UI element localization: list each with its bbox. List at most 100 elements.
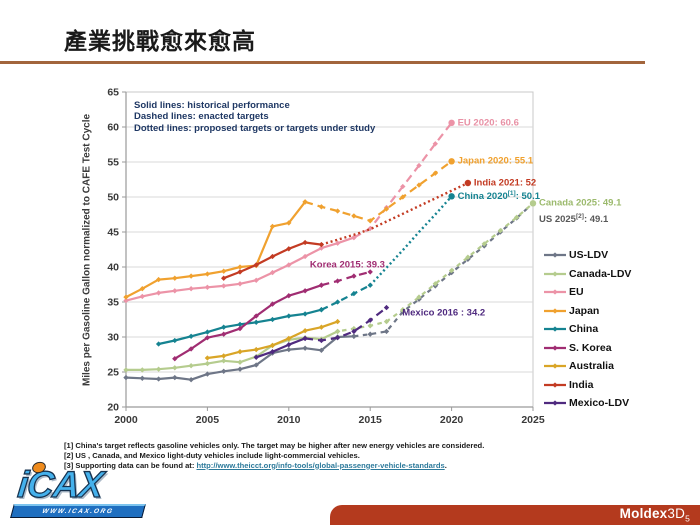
- annotation-dot-eu-2020: [448, 119, 455, 127]
- footnote-link[interactable]: http://www.theicct.org/info-tools/global…: [196, 460, 445, 470]
- annotation-text: US 2025: [539, 214, 576, 226]
- marker-china: [188, 333, 194, 339]
- marker-australia: [253, 346, 259, 353]
- legend-item-india: India: [544, 376, 631, 395]
- annotation-text: : 49.1: [583, 214, 609, 226]
- note-solid-lines: Solid lines: historical performance: [134, 100, 290, 111]
- legend-swatch-icon: [544, 326, 566, 332]
- marker-japan: [221, 268, 227, 274]
- x-tick-label-2015: 2015: [359, 414, 383, 426]
- y-tick-label-50: 50: [107, 192, 119, 204]
- marker-us-ldv: [367, 331, 373, 337]
- annotation-china-2020: China 2020[1]: 50.1: [458, 190, 540, 202]
- annotation-dot-japan-2020: [448, 158, 455, 165]
- series-japan-solid: [125, 201, 306, 299]
- marker-us-ldv: [123, 374, 129, 381]
- title-rule: [0, 61, 645, 64]
- marker-china: [253, 319, 259, 325]
- marker-china: [221, 324, 227, 330]
- marker-china: [286, 313, 292, 319]
- note-dashed-lines: Dashed lines: enacted targets: [134, 111, 269, 123]
- annotation-dot-china-2020: [448, 193, 455, 200]
- y-tick-label-30: 30: [107, 332, 119, 344]
- x-tick-label-2020: 2020: [440, 414, 464, 426]
- footnotes: [1] China's target reflects gasoline veh…: [64, 441, 484, 470]
- marker-us-ldv: [351, 333, 357, 339]
- footnote-3: [3] Supporting data can be found at: htt…: [64, 460, 447, 470]
- x-tick-label-2005: 2005: [196, 414, 220, 426]
- y-tick-label-35: 35: [107, 297, 119, 309]
- marker-us-ldv: [155, 376, 162, 382]
- marker-eu: [155, 290, 162, 296]
- x-tick-label-2000: 2000: [114, 414, 138, 426]
- marker-s-korea: [351, 273, 357, 279]
- marker-china: [302, 311, 308, 317]
- annotation-text: India 2021: 52: [473, 177, 537, 189]
- marker-australia: [334, 318, 341, 325]
- marker-us-ldv: [139, 375, 145, 381]
- marker-canada-ldv: [237, 359, 243, 365]
- marker-canada-ldv: [188, 363, 194, 369]
- y-tick-label-20: 20: [107, 402, 119, 414]
- plot-border: [125, 91, 534, 408]
- series-s-korea-solid: [174, 284, 322, 360]
- icax-logo: iCAX WWW.ICAX.ORG: [10, 460, 160, 522]
- marker-australia: [318, 324, 325, 330]
- legend-label: EU: [569, 286, 584, 299]
- legend-swatch-icon: [544, 271, 566, 277]
- annotation-text: China 2020: [457, 191, 508, 203]
- icax-wordmark: iCAX: [15, 463, 105, 505]
- page-title: 產業挑戰愈來愈高: [64, 28, 256, 54]
- annotation-korea-2015: Korea 2015: 39.3: [310, 259, 385, 270]
- marker-us-ldv: [302, 345, 308, 351]
- legend-label: Canada-LDV: [569, 267, 632, 280]
- series-us-ldv-dashed: [353, 202, 534, 338]
- annotation-text: : 50.1: [515, 191, 541, 203]
- marker-japan: [172, 275, 178, 281]
- annotation-text: Mexico 2016 : 34.2: [402, 307, 486, 318]
- marker-eu: [204, 284, 211, 290]
- footnote-2: [2] US , Canada, and Mexico light-duty v…: [64, 450, 360, 460]
- marker-eu: [188, 286, 194, 292]
- note-dotted-lines: Dotted lines: proposed targets or target…: [134, 122, 376, 134]
- marker-us-ldv: [188, 377, 194, 383]
- marker-japan: [237, 264, 243, 270]
- series-mexico-ldv-solid: [255, 337, 306, 359]
- marker-china: [204, 329, 211, 335]
- marker-eu: [237, 281, 243, 287]
- series-china-dotted: [369, 195, 453, 287]
- marker-australia: [237, 349, 243, 355]
- y-tick-label-60: 60: [107, 122, 119, 134]
- y-tick-label-55: 55: [107, 157, 119, 169]
- line-style-notes: Solid lines: historical performance Dash…: [134, 100, 375, 134]
- legend-item-canada-ldv: Canada-LDV: [544, 265, 631, 284]
- x-tick-label-2010: 2010: [277, 414, 301, 426]
- legend-swatch-icon: [544, 363, 566, 369]
- marker-mexico-ldv: [383, 304, 390, 311]
- legend-swatch-icon: [544, 252, 566, 258]
- legend-swatch-icon: [544, 345, 566, 351]
- chart-legend: US-LDV Canada-LDV EU Japan China S. Korea Aust…: [544, 246, 631, 413]
- marker-japan: [351, 213, 357, 219]
- x-tick-label-2025: 2025: [521, 414, 545, 426]
- y-tick-label-25: 25: [107, 367, 119, 379]
- legend-swatch-icon: [544, 308, 566, 314]
- legend-label: India: [569, 378, 594, 391]
- series-japan-dashed: [304, 160, 453, 222]
- marker-s-korea: [221, 331, 227, 337]
- annotation-mexico-2016: Mexico 2016 : 34.2: [402, 307, 485, 318]
- marker-china: [269, 316, 276, 323]
- marker-eu: [172, 288, 178, 294]
- marker-canada-ldv: [204, 360, 211, 367]
- marker-eu: [221, 283, 227, 289]
- annotation-text: [1]: [507, 190, 516, 198]
- legend-swatch-icon: [544, 382, 566, 388]
- marker-canada-ldv: [367, 323, 373, 329]
- marker-us-ldv: [172, 374, 178, 381]
- marker-japan: [204, 271, 211, 277]
- marker-japan: [318, 204, 325, 210]
- legend-label: US-LDV: [569, 249, 609, 262]
- y-tick-label-45: 45: [107, 227, 119, 239]
- marker-australia: [221, 353, 227, 359]
